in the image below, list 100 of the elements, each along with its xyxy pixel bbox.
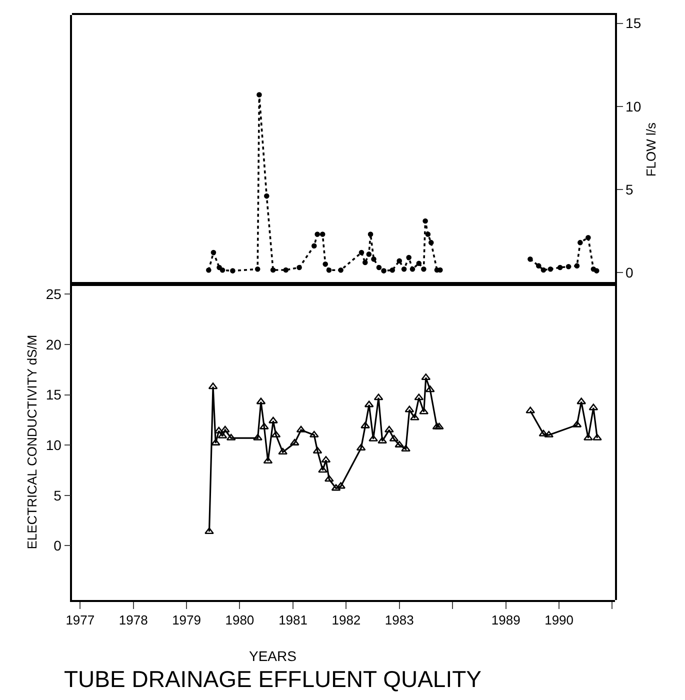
point [421,266,426,272]
y-tick-label: 10 [46,436,62,453]
point [538,430,548,436]
point [318,466,328,473]
point [374,394,384,400]
point [526,406,536,414]
y2-tick-label: 0 [626,264,634,280]
y-tick-label: 25 [46,286,62,302]
point [578,240,583,246]
x-tick-label: 1977 [66,612,95,628]
point [271,430,281,438]
point [384,426,394,432]
point [321,456,331,463]
point [406,254,412,260]
y-tick-label: 20 [46,336,62,352]
point [572,420,582,428]
point [326,268,332,273]
point [548,266,554,272]
y2-axis-title: FLOW l/s [643,122,658,177]
x-tick-label: 1982 [332,612,361,628]
point [425,386,435,392]
point [401,266,407,272]
point [432,422,442,430]
point [362,260,368,266]
point [322,262,328,267]
y-axis-title: ELECTRICAL CONDUCTIVITY dS/M [24,334,40,550]
point [428,240,434,246]
x-tick-label: 1980 [225,612,254,628]
point [574,263,580,268]
x-tick-label: 1983 [384,612,414,628]
point [404,406,414,412]
point [314,232,320,237]
point [230,268,236,274]
point [336,482,346,489]
point [309,430,319,438]
x-tick-label: 1990 [544,612,574,628]
x-tick-label: 1979 [172,612,201,628]
point [576,398,586,404]
point [226,434,236,440]
point [360,422,370,428]
point [416,260,422,266]
point [210,250,216,256]
point [331,484,341,491]
point [364,400,374,408]
point [396,258,402,264]
point [253,434,262,440]
point [421,374,431,380]
point [214,426,224,434]
y-tick-label: 15 [46,386,62,403]
point [368,434,378,442]
point [263,457,273,464]
point [422,218,428,224]
point [410,414,420,420]
point [594,268,600,274]
point [278,448,288,455]
point [394,440,404,448]
point [557,264,563,270]
point [414,394,424,400]
x-tick-label: 1978 [118,612,148,628]
point [283,267,289,273]
point [264,193,270,199]
point [210,438,220,446]
point [268,416,278,424]
point [528,256,533,262]
point [311,243,317,249]
point [371,256,376,262]
x-tick-label: 1989 [491,612,520,628]
y2-tick-label: 15 [626,15,642,32]
point [218,432,228,438]
point [544,430,554,438]
point [588,404,598,410]
point [586,234,591,240]
point [296,264,302,270]
point [366,252,372,257]
point [566,264,572,270]
point [540,267,546,273]
point [358,250,364,256]
point [256,398,266,404]
point [324,475,334,482]
point [376,264,382,270]
x-axis-title: YEARS [249,648,296,664]
point [270,267,276,273]
point [381,268,386,274]
point [204,527,214,534]
point [368,232,374,237]
point [338,268,344,273]
point [216,264,222,270]
point [256,92,262,98]
point [208,382,218,390]
point [592,434,602,440]
point [312,446,322,454]
y2-tick-label: 10 [626,98,642,114]
y-tick-label: 5 [54,487,62,504]
point [206,268,212,273]
point [389,434,399,442]
x-tick-label: 1981 [278,612,308,628]
point [378,436,388,444]
y-tick-label: 0 [54,538,62,554]
point [356,444,366,450]
point [320,232,326,237]
